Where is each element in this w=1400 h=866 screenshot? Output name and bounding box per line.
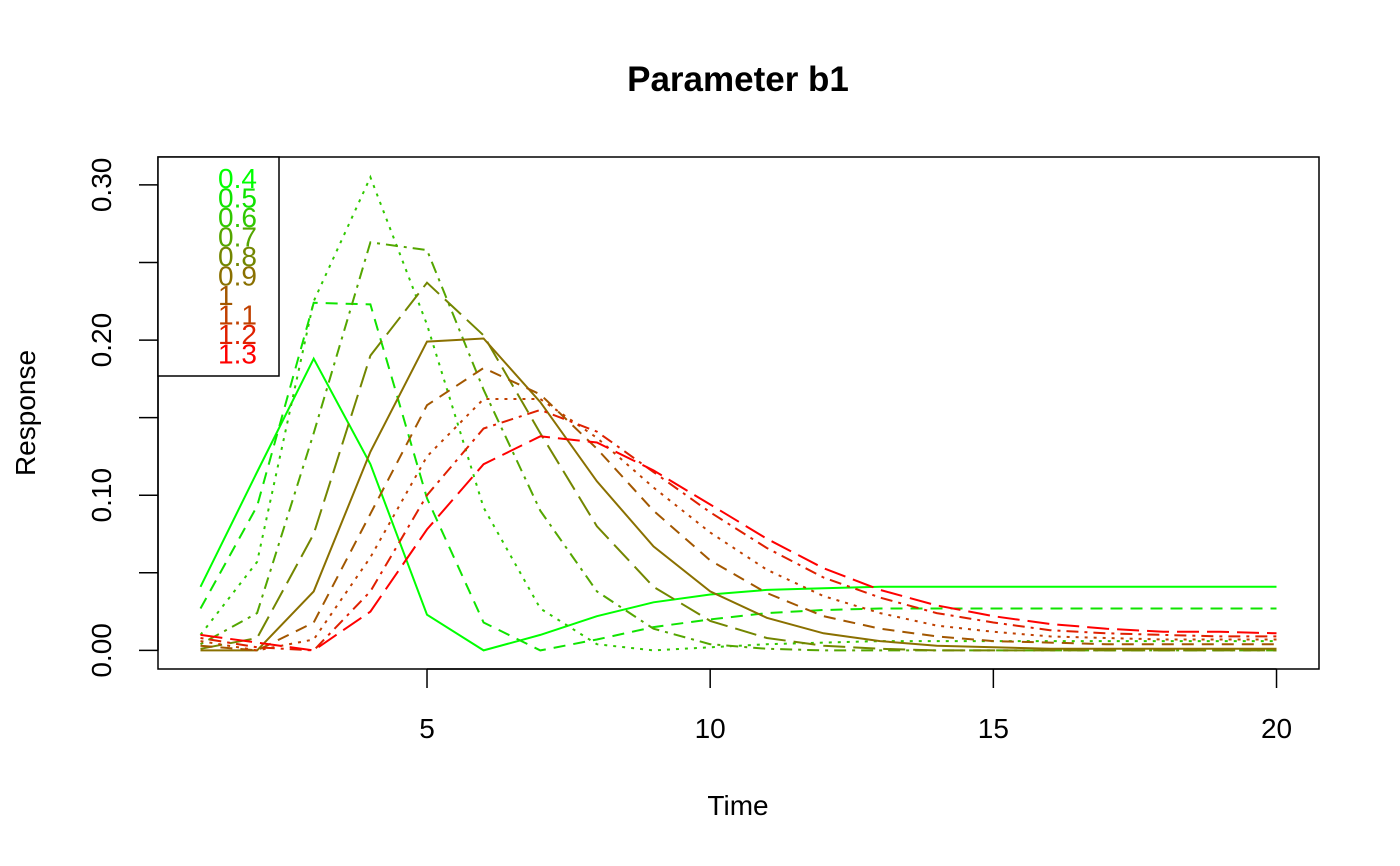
x-tick-label: 15 xyxy=(978,713,1009,744)
series-line-1-1 xyxy=(200,398,1277,652)
series-line-0-9 xyxy=(200,337,1277,652)
y-axis-label: Response xyxy=(10,350,41,476)
y-tick-label: 0.30 xyxy=(86,158,117,213)
series-layer xyxy=(199,174,1277,652)
legend-label-0-6: 0.6 xyxy=(218,202,257,233)
legend-label-0-7: 0.7 xyxy=(218,222,257,253)
y-tick-label: 0.00 xyxy=(86,623,117,678)
series-line-0-8 xyxy=(200,281,1277,652)
series-line-0-4 xyxy=(199,356,1277,652)
axes-layer: 5 10 15 20 0.00 0.10 0.20 0.30 xyxy=(86,156,1320,744)
legend-box xyxy=(157,156,280,377)
legend-label-0-4: 0.4 xyxy=(218,163,257,194)
legend-label-0-9: 0.9 xyxy=(218,261,257,292)
series-line-1-3 xyxy=(200,435,1277,652)
legend-label-1-2: 1.2 xyxy=(218,319,257,350)
legend-label-0-5: 0.5 xyxy=(218,183,257,214)
x-tick-label: 5 xyxy=(419,713,435,744)
legend-label-0-8: 0.8 xyxy=(218,241,257,272)
chart-title: Parameter b1 xyxy=(627,60,849,99)
x-tick-label: 20 xyxy=(1261,713,1292,744)
legend: 0.40.50.60.70.80.911.11.21.3 xyxy=(157,156,280,377)
legend-label-1-3: 1.3 xyxy=(218,339,257,370)
series-line-1 xyxy=(200,366,1277,652)
legend-label-1-1: 1.1 xyxy=(218,300,257,331)
y-tick-label: 0.20 xyxy=(86,313,117,368)
y-tick-label: 0.10 xyxy=(86,468,117,523)
x-axis-label: Time xyxy=(707,790,768,821)
legend-label-1: 1 xyxy=(218,280,234,311)
series-line-1-2 xyxy=(200,408,1277,652)
series-line-0-5 xyxy=(199,301,1277,652)
x-tick-label: 10 xyxy=(695,713,726,744)
